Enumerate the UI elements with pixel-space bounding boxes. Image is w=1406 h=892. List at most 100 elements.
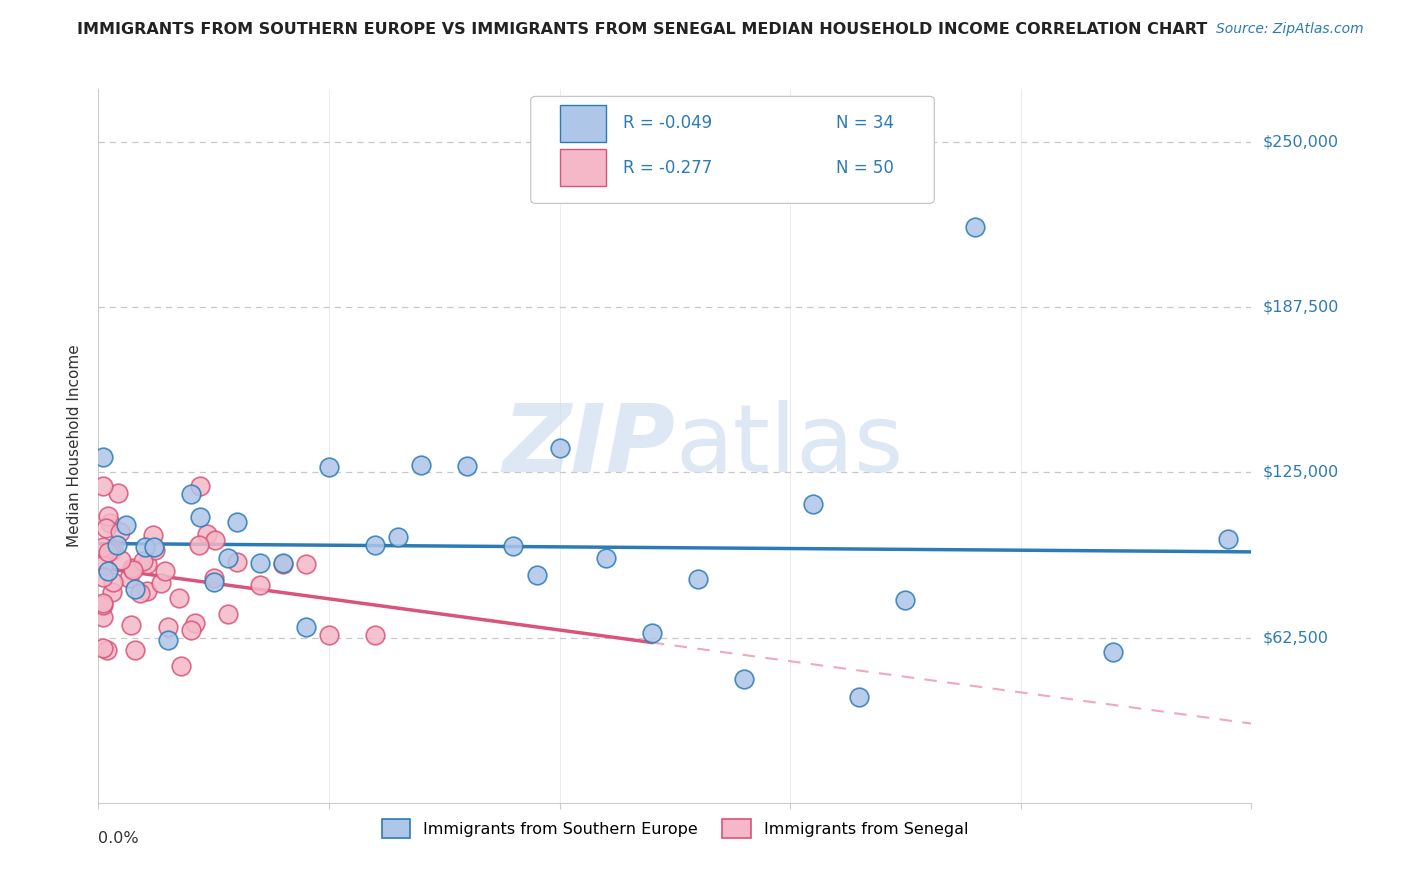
Point: [100, 544, 122, 558]
Point: [364, 538, 387, 552]
Text: $125,000: $125,000: [1263, 465, 1339, 480]
Point: [204, 533, 226, 547]
Point: [128, 586, 150, 600]
Point: [456, 458, 478, 473]
Point: [91, 569, 114, 583]
Point: [115, 518, 138, 533]
Text: $187,500: $187,500: [1263, 300, 1339, 315]
Point: [97, 564, 120, 578]
Point: [548, 441, 571, 455]
Legend: Immigrants from Southern Europe, Immigrants from Senegal: Immigrants from Southern Europe, Immigra…: [375, 813, 974, 845]
Point: [155, 564, 177, 578]
Point: [91, 478, 114, 492]
Point: [97, 544, 120, 558]
Point: [318, 628, 340, 642]
Point: [124, 582, 146, 596]
Y-axis label: Median Household Income: Median Household Income: [67, 344, 83, 548]
Point: [686, 572, 709, 586]
Point: [121, 560, 143, 574]
Point: [156, 633, 179, 648]
Point: [108, 524, 131, 539]
Point: [188, 478, 211, 492]
Point: [202, 574, 225, 589]
Point: [143, 543, 166, 558]
Point: [225, 556, 247, 570]
Point: [364, 628, 387, 642]
Point: [180, 623, 202, 637]
Point: [91, 640, 114, 655]
Point: [271, 558, 294, 572]
Point: [96, 520, 118, 534]
Point: [91, 450, 114, 465]
Point: [91, 558, 114, 573]
Text: $250,000: $250,000: [1263, 135, 1339, 150]
Text: 0.0%: 0.0%: [98, 831, 139, 847]
Point: [96, 642, 118, 657]
Point: [142, 541, 165, 555]
Point: [188, 509, 211, 524]
Text: IMMIGRANTS FROM SOUTHERN EUROPE VS IMMIGRANTS FROM SENEGAL MEDIAN HOUSEHOLD INCO: IMMIGRANTS FROM SOUTHERN EUROPE VS IMMIG…: [77, 22, 1208, 37]
Point: [295, 558, 318, 572]
Point: [526, 568, 548, 582]
Point: [249, 556, 271, 570]
Point: [101, 584, 124, 599]
FancyBboxPatch shape: [560, 149, 606, 186]
Text: N = 50: N = 50: [837, 159, 894, 177]
Point: [91, 598, 114, 612]
Point: [156, 620, 179, 634]
Point: [271, 556, 294, 570]
Text: R = -0.277: R = -0.277: [623, 159, 713, 177]
Text: atlas: atlas: [675, 400, 903, 492]
Point: [801, 497, 824, 511]
Point: [1218, 532, 1240, 546]
Point: [105, 538, 128, 552]
Point: [98, 516, 121, 530]
Point: [217, 550, 239, 565]
Point: [595, 551, 617, 566]
Point: [118, 571, 141, 585]
Point: [122, 563, 145, 577]
Point: [150, 576, 173, 591]
FancyBboxPatch shape: [560, 105, 606, 142]
Point: [103, 542, 125, 557]
Point: [167, 591, 190, 606]
Point: [733, 672, 755, 686]
Point: [101, 575, 124, 590]
Point: [120, 618, 142, 632]
Point: [91, 610, 114, 624]
Point: [217, 607, 239, 622]
Point: [1102, 645, 1125, 659]
Text: R = -0.049: R = -0.049: [623, 114, 711, 132]
Text: N = 34: N = 34: [837, 114, 894, 132]
Point: [136, 557, 159, 571]
Point: [318, 460, 340, 475]
Point: [135, 584, 157, 599]
Point: [387, 530, 409, 544]
Point: [202, 571, 225, 585]
Point: [134, 540, 156, 554]
Point: [411, 458, 433, 472]
Point: [963, 219, 986, 234]
FancyBboxPatch shape: [531, 96, 935, 203]
Point: [249, 577, 271, 591]
Point: [195, 527, 218, 541]
Text: ZIP: ZIP: [502, 400, 675, 492]
Point: [894, 593, 917, 607]
Text: $62,500: $62,500: [1263, 630, 1329, 645]
Point: [295, 620, 318, 634]
Point: [641, 626, 664, 640]
Point: [187, 538, 209, 552]
Point: [848, 690, 870, 704]
Point: [132, 553, 155, 567]
Point: [180, 487, 202, 501]
Point: [91, 596, 114, 610]
Text: Source: ZipAtlas.com: Source: ZipAtlas.com: [1216, 22, 1364, 37]
Point: [225, 515, 247, 529]
Point: [124, 642, 146, 657]
Point: [141, 528, 163, 542]
Point: [170, 658, 193, 673]
Point: [502, 539, 524, 553]
Point: [91, 540, 114, 554]
Point: [97, 508, 120, 523]
Point: [107, 485, 129, 500]
